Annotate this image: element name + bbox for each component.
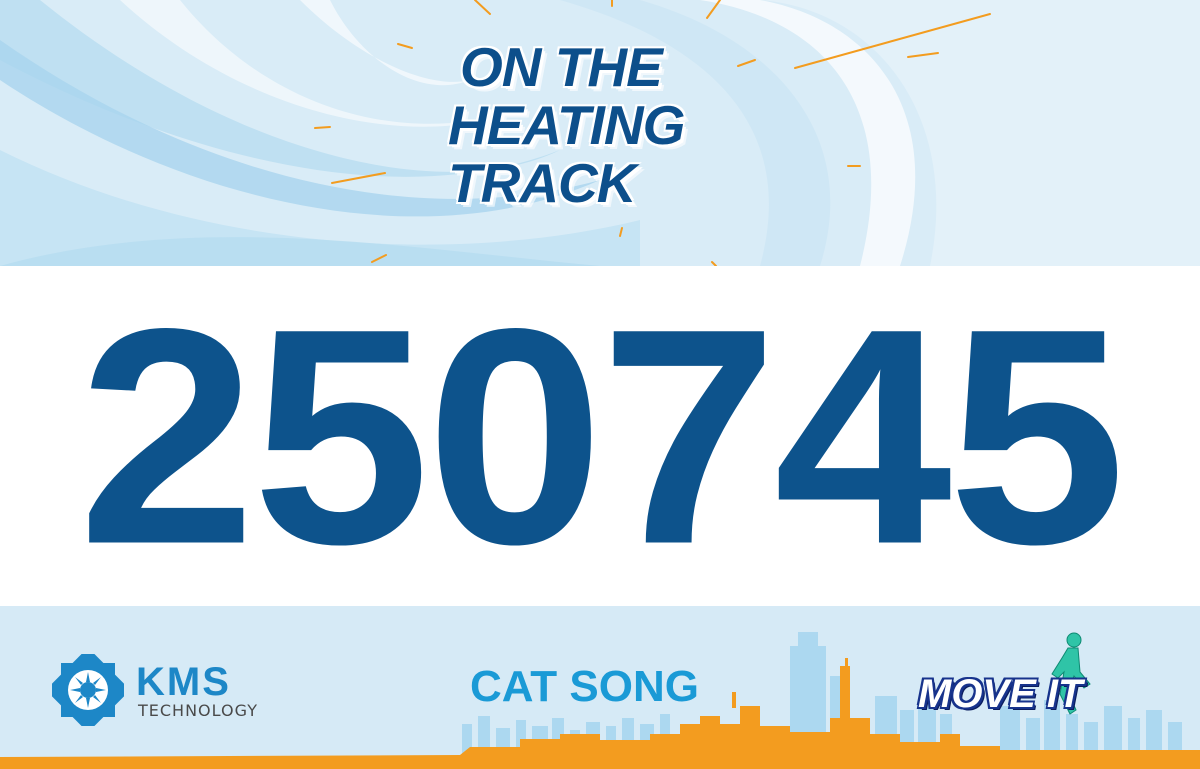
bib-footer: KMS TECHNOLOGY CAT SONG MOVE IT	[0, 606, 1200, 769]
bib-number-band: 250745	[0, 266, 1200, 606]
move-it-brand-text: MOVE IT	[918, 672, 1083, 716]
event-title-line-2: HEATING	[448, 94, 685, 156]
event-title-line-1: ON THE	[460, 36, 663, 98]
event-title: ON THE HEATING TRACK	[448, 38, 788, 212]
sponsor-kms: KMS TECHNOLOGY	[52, 654, 282, 726]
kms-subtitle-text: TECHNOLOGY	[138, 701, 258, 720]
bib-header: ON THE HEATING TRACK	[0, 0, 1200, 266]
kms-brand-text: KMS	[136, 660, 231, 704]
bib-number: 250745	[0, 266, 1200, 606]
city-skyline-graphic	[0, 606, 1200, 769]
event-title-line-3: TRACK	[448, 152, 636, 214]
runner-figure-icon	[1051, 632, 1091, 715]
kms-sun-emblem-icon	[52, 654, 124, 726]
sponsor-move-it: MOVE IT	[908, 626, 1138, 736]
runner-name: CAT SONG	[470, 662, 699, 711]
bib-number-text: 250745	[78, 264, 1126, 608]
header-swirl-background	[0, 0, 1200, 266]
